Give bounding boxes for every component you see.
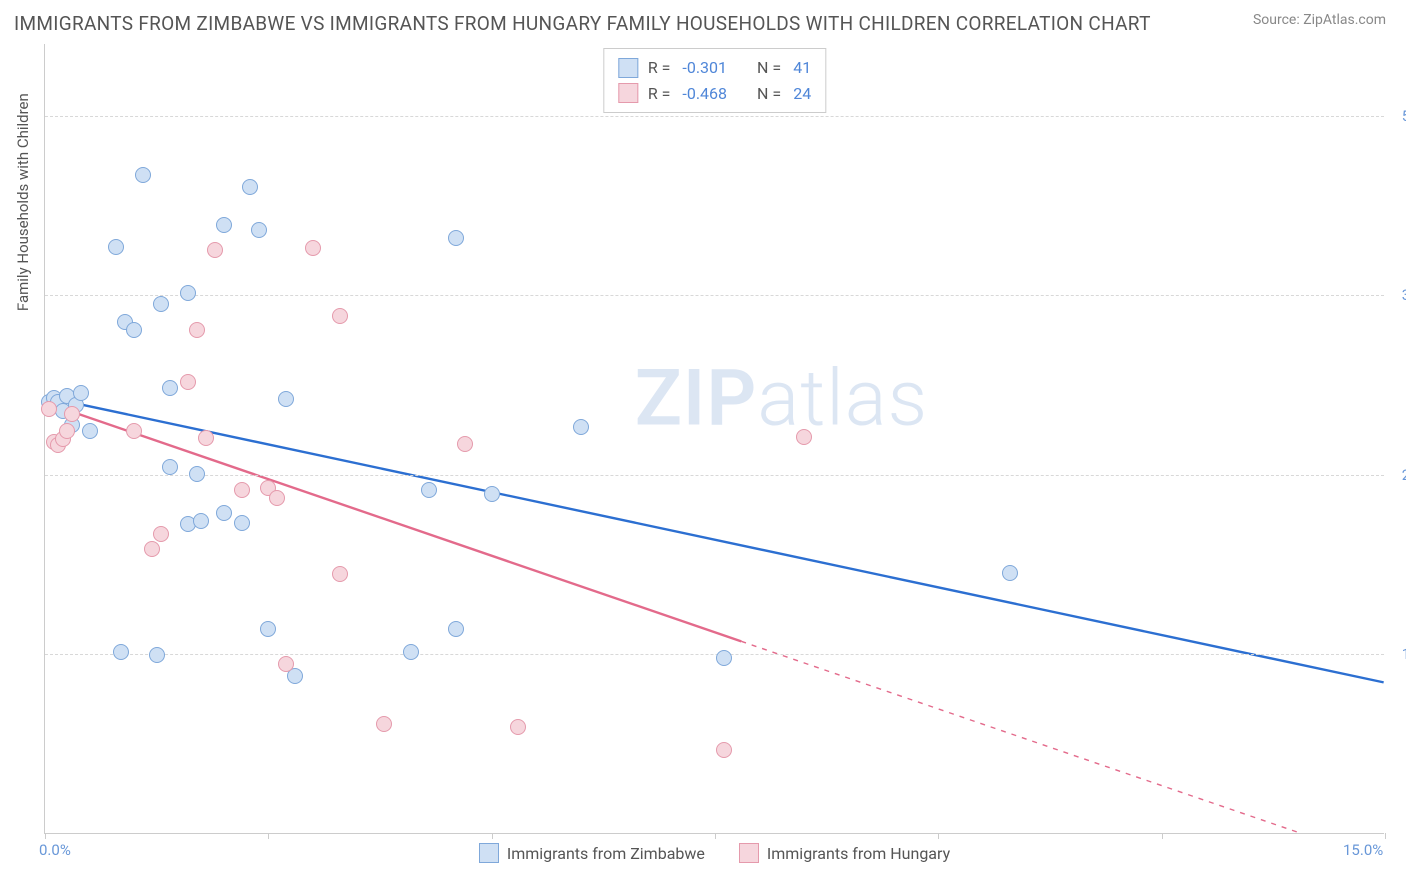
data-point: [484, 486, 500, 502]
x-tick: [45, 833, 46, 839]
data-point: [41, 401, 57, 417]
data-point: [716, 742, 732, 758]
source-attribution: Source: ZipAtlas.com: [1253, 12, 1386, 28]
data-point: [457, 436, 473, 452]
stat-r-label: R =: [648, 55, 671, 81]
correlation-stats-box: R = -0.301 N = 41 R = -0.468 N = 24: [603, 48, 826, 113]
scatter-plot: ZIPatlas R =-0.301N =41R =-0.468N =24 Im…: [44, 44, 1384, 834]
data-point: [716, 650, 732, 666]
legend-label: Immigrants from Zimbabwe: [507, 844, 705, 863]
trend-line-extrapolated: [741, 641, 1383, 833]
data-point: [403, 644, 419, 660]
gridline-horizontal: [45, 295, 1384, 296]
data-point: [242, 179, 258, 195]
data-point: [149, 647, 165, 663]
stat-r-label: R =: [648, 81, 671, 107]
gridline-horizontal: [45, 475, 1384, 476]
x-tick-label: 0.0%: [39, 841, 71, 859]
data-point: [796, 429, 812, 445]
data-point: [64, 406, 80, 422]
series-swatch: [479, 843, 499, 863]
series-legend: Immigrants from Zimbabwe Immigrants from …: [45, 843, 1384, 863]
data-point: [332, 566, 348, 582]
data-point: [108, 239, 124, 255]
data-point: [144, 541, 160, 557]
stat-n-label: N =: [757, 55, 781, 81]
data-point: [234, 515, 250, 531]
legend-item: Immigrants from Zimbabwe: [479, 843, 705, 863]
data-point: [216, 217, 232, 233]
data-point: [251, 222, 267, 238]
stat-r-value: -0.468: [682, 81, 727, 107]
data-point: [162, 380, 178, 396]
data-point: [73, 385, 89, 401]
x-tick: [268, 833, 269, 839]
stat-row: R = -0.301 N = 41: [618, 55, 811, 81]
data-point: [126, 423, 142, 439]
data-point: [135, 167, 151, 183]
series-swatch: [618, 83, 638, 103]
legend-item: Immigrants from Hungary: [739, 843, 950, 863]
gridline-horizontal: [45, 116, 1384, 117]
data-point: [269, 490, 285, 506]
stat-n-value: 24: [793, 81, 811, 107]
trend-line: [45, 397, 1383, 682]
gridline-horizontal: [45, 654, 1384, 655]
y-axis-title: Family Households with Children: [14, 93, 32, 311]
series-swatch: [618, 58, 638, 78]
stat-r-value: -0.301: [682, 55, 727, 81]
data-point: [448, 230, 464, 246]
watermark-bold: ZIP: [635, 354, 758, 445]
y-tick-label: 50.0%: [1402, 107, 1406, 125]
data-point: [573, 419, 589, 435]
x-tick: [1385, 833, 1386, 839]
data-point: [510, 719, 526, 735]
watermark: ZIPatlas: [635, 354, 928, 445]
y-tick-label: 37.5%: [1402, 286, 1406, 304]
data-point: [278, 391, 294, 407]
data-point: [189, 466, 205, 482]
data-point: [180, 374, 196, 390]
data-point: [421, 482, 437, 498]
y-tick-label: 25.0%: [1402, 466, 1406, 484]
data-point: [82, 423, 98, 439]
data-point: [126, 322, 142, 338]
x-tick-label: 15.0%: [1343, 841, 1383, 859]
data-point: [234, 482, 250, 498]
data-point: [207, 242, 223, 258]
data-point: [305, 240, 321, 256]
trend-lines: [45, 44, 1384, 833]
series-swatch: [739, 843, 759, 863]
x-tick: [1162, 833, 1163, 839]
data-point: [153, 526, 169, 542]
data-point: [198, 430, 214, 446]
data-point: [216, 505, 232, 521]
x-tick: [715, 833, 716, 839]
stat-row: R = -0.468 N = 24: [618, 81, 811, 107]
trend-line: [45, 403, 741, 642]
data-point: [260, 621, 276, 637]
stat-n-value: 41: [793, 55, 811, 81]
x-tick: [492, 833, 493, 839]
data-point: [193, 513, 209, 529]
data-point: [162, 459, 178, 475]
data-point: [180, 285, 196, 301]
stat-n-label: N =: [757, 81, 781, 107]
legend-label: Immigrants from Hungary: [767, 844, 950, 863]
chart-title: IMMIGRANTS FROM ZIMBABWE VS IMMIGRANTS F…: [14, 12, 1151, 35]
data-point: [153, 296, 169, 312]
data-point: [287, 668, 303, 684]
data-point: [278, 656, 294, 672]
watermark-thin: atlas: [757, 354, 928, 445]
y-tick-label: 12.5%: [1402, 645, 1406, 663]
data-point: [448, 621, 464, 637]
data-point: [59, 423, 75, 439]
data-point: [332, 308, 348, 324]
data-point: [376, 716, 392, 732]
data-point: [189, 322, 205, 338]
data-point: [1002, 565, 1018, 581]
data-point: [113, 644, 129, 660]
x-tick: [938, 833, 939, 839]
